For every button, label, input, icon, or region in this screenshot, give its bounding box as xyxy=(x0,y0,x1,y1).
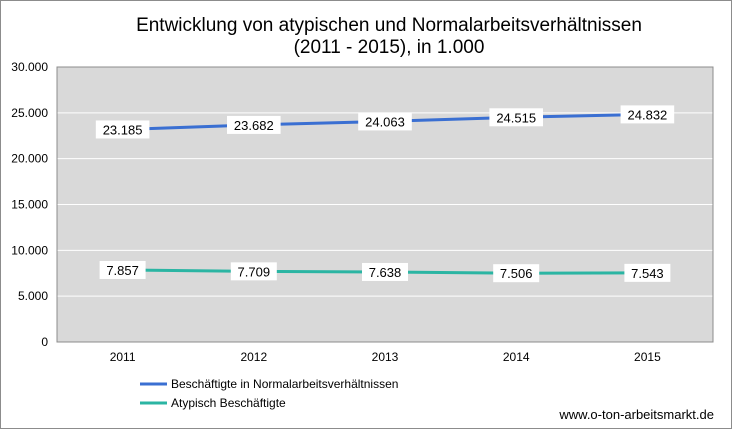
y-tick-label: 20.000 xyxy=(11,152,48,166)
data-label: 7.709 xyxy=(238,264,271,279)
data-label: 24.515 xyxy=(496,110,536,125)
legend: Beschäftigte in Normalarbeitsverhältniss… xyxy=(140,377,398,410)
chart-title-line: (2011 - 2015), in 1.000 xyxy=(294,37,485,58)
y-tick-label: 5.000 xyxy=(18,289,48,303)
y-tick-label: 30.000 xyxy=(11,60,48,74)
y-tick-label: 0 xyxy=(41,335,48,349)
data-label: 24.063 xyxy=(365,114,405,129)
y-tick-label: 15.000 xyxy=(11,198,48,212)
data-label-bg xyxy=(620,105,675,124)
data-label: 24.832 xyxy=(628,107,668,122)
x-tick-label: 2014 xyxy=(503,350,530,364)
y-axis: 0 5.000 10.000 15.000 20.000 25.000 30.000 xyxy=(11,60,48,349)
data-label-bg xyxy=(624,263,671,282)
data-label: 7.506 xyxy=(500,266,533,281)
data-label: 7.543 xyxy=(631,266,664,281)
legend-label: Beschäftigte in Normalarbeitsverhältniss… xyxy=(171,377,398,391)
legend-label: Atypisch Beschäftigte xyxy=(171,396,286,410)
source-text: www.o-ton-arbeitsmarkt.de xyxy=(558,407,714,422)
x-tick-label: 2013 xyxy=(372,350,399,364)
data-label-bg xyxy=(230,262,277,281)
x-tick-label: 2011 xyxy=(110,350,136,364)
data-label-bg xyxy=(493,264,540,283)
plot-border xyxy=(56,66,714,343)
data-label-bg xyxy=(99,260,146,279)
data-label: 7.857 xyxy=(106,263,139,278)
data-label-bg xyxy=(358,112,412,131)
y-tick-label: 10.000 xyxy=(11,243,48,257)
chart-title-line: Entwicklung von atypischen und Normalarb… xyxy=(136,15,642,36)
data-labels: 23.185 23.682 24.063 24.515 24.832 7.857 7.709… xyxy=(95,105,675,283)
x-axis: 2011 2012 2013 2014 2015 xyxy=(110,350,661,364)
data-label: 23.185 xyxy=(103,122,143,137)
data-label: 23.682 xyxy=(234,118,274,133)
x-tick-label: 2012 xyxy=(240,350,267,364)
chart-title: Entwicklung von atypischen und Normalarb… xyxy=(136,15,642,58)
data-label-bg xyxy=(489,108,543,127)
data-label-bg xyxy=(227,115,281,134)
data-label-bg xyxy=(95,120,150,139)
x-tick-label: 2015 xyxy=(634,350,661,364)
data-label: 7.638 xyxy=(369,265,402,280)
data-label-bg xyxy=(362,262,408,281)
y-tick-label: 25.000 xyxy=(11,106,48,120)
